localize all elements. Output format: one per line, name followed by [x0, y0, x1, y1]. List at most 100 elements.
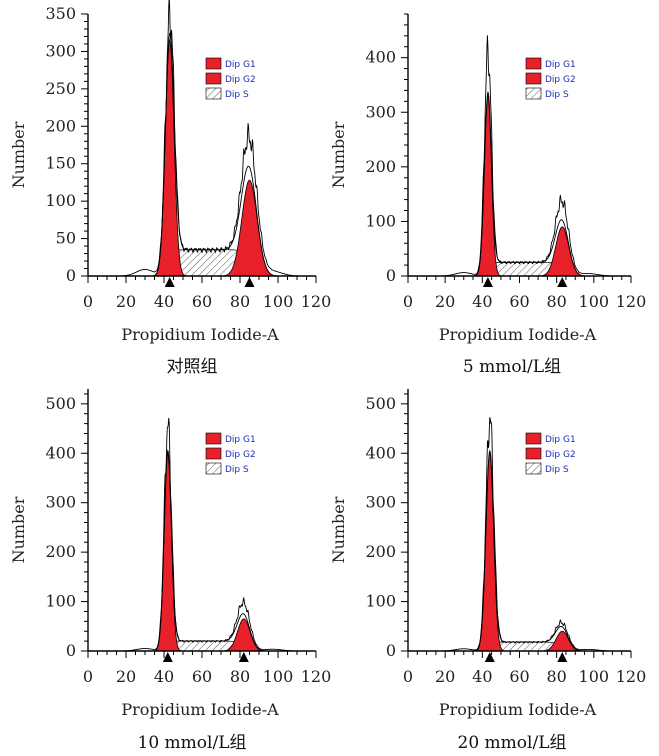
histogram-line	[441, 417, 617, 652]
dip-g1-area	[152, 38, 191, 277]
histogram-line	[441, 35, 617, 277]
x-tick-label: 120	[616, 667, 647, 686]
caption-20mmol: 20 mmol/L组	[457, 733, 567, 753]
x-tick-label: 60	[192, 292, 212, 311]
peak-marker	[244, 277, 255, 287]
peak-marker	[238, 652, 249, 662]
x-tick-label: 0	[83, 667, 93, 686]
caption-5mmol: 5 mmol/L组	[462, 357, 562, 377]
x-tick-label: 100	[579, 292, 610, 311]
histogram-line	[122, 0, 301, 277]
y-tick-label: 500	[45, 394, 76, 413]
y-axis-title: Number	[329, 496, 348, 563]
x-tick-label: 100	[263, 667, 294, 686]
x-tick-label: 20	[116, 292, 136, 311]
legend-label: Dip G2	[225, 75, 256, 85]
caption-10mmol: 10 mmol/L组	[137, 733, 247, 753]
y-tick-label: 300	[365, 493, 396, 512]
y-tick-label: 0	[66, 641, 76, 660]
dip-g1-area	[471, 94, 509, 277]
y-tick-label: 100	[45, 592, 76, 611]
x-tick-label: 60	[509, 667, 529, 686]
peak-marker	[164, 277, 175, 287]
chart-panel-4: 0 20 40 60 80 100 120 0 100 200 300 400 500 Propidium…	[329, 389, 646, 719]
model-fit-line	[122, 32, 301, 277]
peak-marker	[557, 277, 568, 287]
y-tick-label: 400	[365, 48, 396, 67]
legend-swatch	[525, 432, 542, 445]
legend-label: Dip S	[225, 465, 249, 475]
x-axis-title: Propidium Iodide-A	[121, 325, 279, 344]
x-tick-label: 20	[116, 667, 136, 686]
dip-g1-area	[152, 451, 191, 652]
x-axis-title: Propidium Iodide-A	[121, 700, 279, 719]
x-tick-label: 80	[546, 667, 566, 686]
y-tick-label: 200	[45, 116, 76, 135]
x-tick-label: 100	[579, 667, 610, 686]
model-fit-line	[441, 449, 617, 652]
legend-swatch	[205, 447, 222, 460]
legend-label: Dip G2	[545, 75, 576, 85]
x-tick-label: 80	[230, 292, 250, 311]
y-tick-label: 400	[45, 443, 76, 462]
legend-label: Dip G1	[545, 435, 576, 445]
histogram-line	[122, 417, 301, 652]
legend-label: Dip G2	[545, 450, 576, 460]
x-axis-title: Propidium Iodide-A	[439, 700, 597, 719]
chart-panel-3: 0 20 40 60 80 100 120 0 100 200 300 400 500 Propidium…	[9, 389, 331, 719]
x-tick-label: 20	[435, 292, 455, 311]
y-tick-label: 50	[56, 229, 76, 248]
model-fit-line	[122, 449, 301, 652]
dip-g1-area	[471, 451, 509, 652]
legend-label: Dip G1	[225, 435, 256, 445]
x-tick-label: 40	[154, 667, 174, 686]
legend-swatch	[205, 462, 222, 475]
peak-marker	[484, 652, 495, 662]
y-tick-label: 350	[45, 4, 76, 23]
legend-swatch	[525, 87, 542, 100]
legend-swatch	[205, 87, 222, 100]
peak-marker	[557, 652, 568, 662]
x-tick-label: 80	[230, 667, 250, 686]
legend-label: Dip S	[545, 90, 569, 100]
y-tick-label: 250	[45, 79, 76, 98]
x-tick-label: 120	[301, 292, 332, 311]
y-axis-title: Number	[329, 121, 348, 188]
legend-swatch	[525, 447, 542, 460]
y-tick-label: 300	[365, 102, 396, 121]
y-tick-label: 400	[365, 443, 396, 462]
y-tick-label: 0	[386, 641, 396, 660]
y-tick-label: 200	[45, 542, 76, 561]
x-tick-label: 0	[403, 667, 413, 686]
y-tick-label: 200	[365, 542, 396, 561]
legend-label: Dip G1	[545, 60, 576, 70]
peak-marker	[162, 652, 173, 662]
y-axis-title: Number	[9, 496, 28, 563]
y-axis-title: Number	[9, 121, 28, 188]
y-tick-label: 100	[365, 592, 396, 611]
x-tick-label: 60	[192, 667, 212, 686]
x-tick-label: 40	[472, 292, 492, 311]
x-axis-title: Propidium Iodide-A	[439, 325, 597, 344]
x-tick-label: 100	[263, 292, 294, 311]
x-tick-label: 20	[435, 667, 455, 686]
legend-swatch	[525, 72, 542, 85]
x-tick-label: 120	[301, 667, 332, 686]
y-tick-label: 300	[45, 493, 76, 512]
x-tick-label: 40	[154, 292, 174, 311]
y-tick-label: 0	[66, 266, 76, 285]
y-tick-label: 500	[365, 394, 396, 413]
legend-swatch	[205, 72, 222, 85]
peak-marker	[482, 277, 493, 287]
legend-swatch	[205, 432, 222, 445]
x-tick-label: 40	[472, 667, 492, 686]
model-fit-line	[441, 91, 617, 277]
legend-label: Dip G2	[225, 450, 256, 460]
y-tick-label: 100	[45, 191, 76, 210]
chart-panel-1: 0 20 40 60 80 100 120 0 50 100 150 200 250 300 350 Prop…	[9, 0, 331, 344]
y-tick-label: 100	[365, 211, 396, 230]
legend-swatch	[525, 57, 542, 70]
x-tick-label: 120	[616, 292, 647, 311]
legend-label: Dip G1	[225, 60, 256, 70]
x-tick-label: 60	[509, 292, 529, 311]
